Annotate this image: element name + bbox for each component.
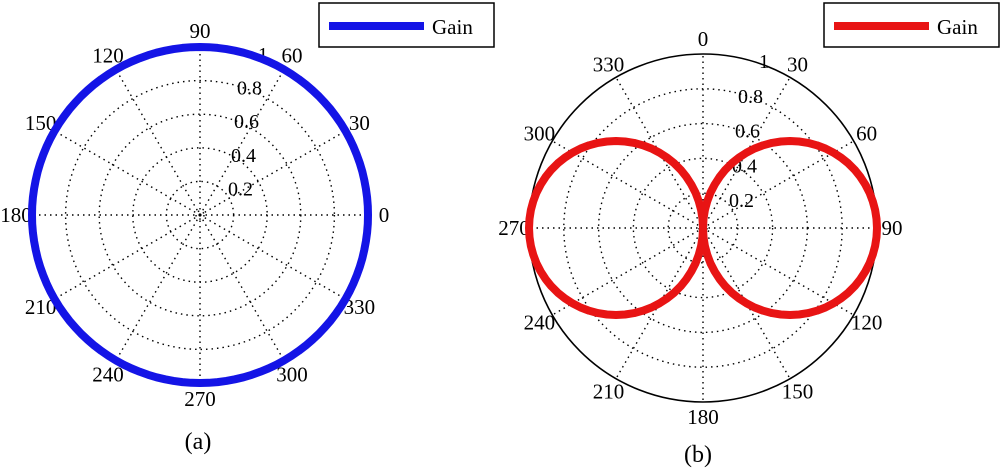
radial-tick-0.2: 0.2: [228, 178, 253, 200]
angle-tick-60: 60: [282, 44, 303, 68]
angle-tick-0: 0: [698, 27, 709, 51]
grid-spoke-240: [115, 214, 201, 361]
angle-tick-270: 270: [498, 216, 530, 240]
grid-spoke-150: [54, 130, 201, 216]
angle-tick-180: 180: [0, 203, 32, 227]
legend-b: Gain: [823, 2, 1000, 48]
angle-tick-120: 120: [851, 311, 883, 335]
grid-spoke-300: [551, 140, 704, 229]
grid-spoke-150: [702, 227, 791, 380]
radial-tick-1: 1: [258, 44, 268, 66]
angle-tick-30: 30: [349, 111, 370, 135]
grid-spoke-30: [199, 130, 346, 216]
series-line-gain-1: [525, 137, 881, 319]
legend-a: Gain: [318, 2, 495, 48]
series-line-gain-0: [28, 43, 372, 387]
radial-tick-0.8: 0.8: [738, 86, 763, 108]
angle-tick-0: 0: [379, 203, 390, 227]
angle-tick-labels-1: 0 30 60 90 120 150 180 210 240 270 300 330: [498, 27, 902, 429]
grid-spoke-300: [199, 214, 285, 361]
angle-tick-210: 210: [593, 380, 625, 404]
radial-tick-labels-0: 0.2 0.4 0.6 0.8 1: [228, 44, 268, 200]
grid-spoke-120: [702, 227, 855, 316]
grid-ring-2: [632, 157, 774, 299]
radial-tick-0.6: 0.6: [735, 121, 760, 143]
radial-tick-1: 1: [759, 51, 769, 73]
caption-b: (b): [684, 442, 712, 468]
angle-tick-150: 150: [782, 380, 814, 404]
grid-spoke-60: [199, 69, 285, 216]
grid-ring-center: [195, 210, 205, 220]
grid-ring-3: [597, 122, 809, 334]
angle-tick-30: 30: [787, 52, 808, 76]
radial-tick-0.4: 0.4: [231, 145, 256, 167]
angle-tick-60: 60: [856, 122, 877, 146]
grid-spoke-210: [615, 227, 704, 380]
angle-tick-120: 120: [92, 44, 124, 68]
grid-spoke-330: [615, 76, 704, 229]
caption-a: (a): [185, 429, 212, 455]
angle-tick-90: 90: [882, 216, 903, 240]
radial-tick-labels-1: 0.20.40.60.81: [729, 51, 769, 212]
legend-label-a: Gain: [432, 15, 473, 39]
grid-spoke-30: [702, 76, 791, 229]
angle-tick-330: 330: [593, 52, 625, 76]
polar-grid-0: [31, 46, 369, 384]
grid-spoke-120: [115, 69, 201, 216]
grid-ring-4: [64, 79, 336, 351]
angle-tick-270: 270: [184, 387, 216, 411]
grid-spoke-240: [551, 227, 704, 316]
radial-tick-0.8: 0.8: [237, 78, 262, 100]
grid-spoke-210: [54, 214, 201, 300]
angle-tick-240: 240: [524, 311, 556, 335]
grid-spoke-60: [702, 140, 855, 229]
radial-tick-0.6: 0.6: [234, 111, 259, 133]
grid-spoke-330: [199, 214, 346, 300]
grid-ring-1: [667, 192, 739, 264]
polar-chart-a: (a) 03060901201501802102402703003300.20.…: [0, 2, 495, 455]
angle-tick-90: 90: [190, 19, 211, 43]
polar-chart-b: (b) 0 30 60 90 120 150 180 210 240 270 300 330 0.2 0.…: [498, 2, 1000, 468]
angle-tick-180: 180: [687, 405, 719, 429]
radial-tick-0.2: 0.2: [729, 190, 754, 212]
grid-ring-3: [98, 113, 302, 317]
angle-tick-300: 300: [524, 122, 556, 146]
grid-ring-4: [563, 88, 843, 368]
legend-label-b: Gain: [937, 15, 978, 39]
